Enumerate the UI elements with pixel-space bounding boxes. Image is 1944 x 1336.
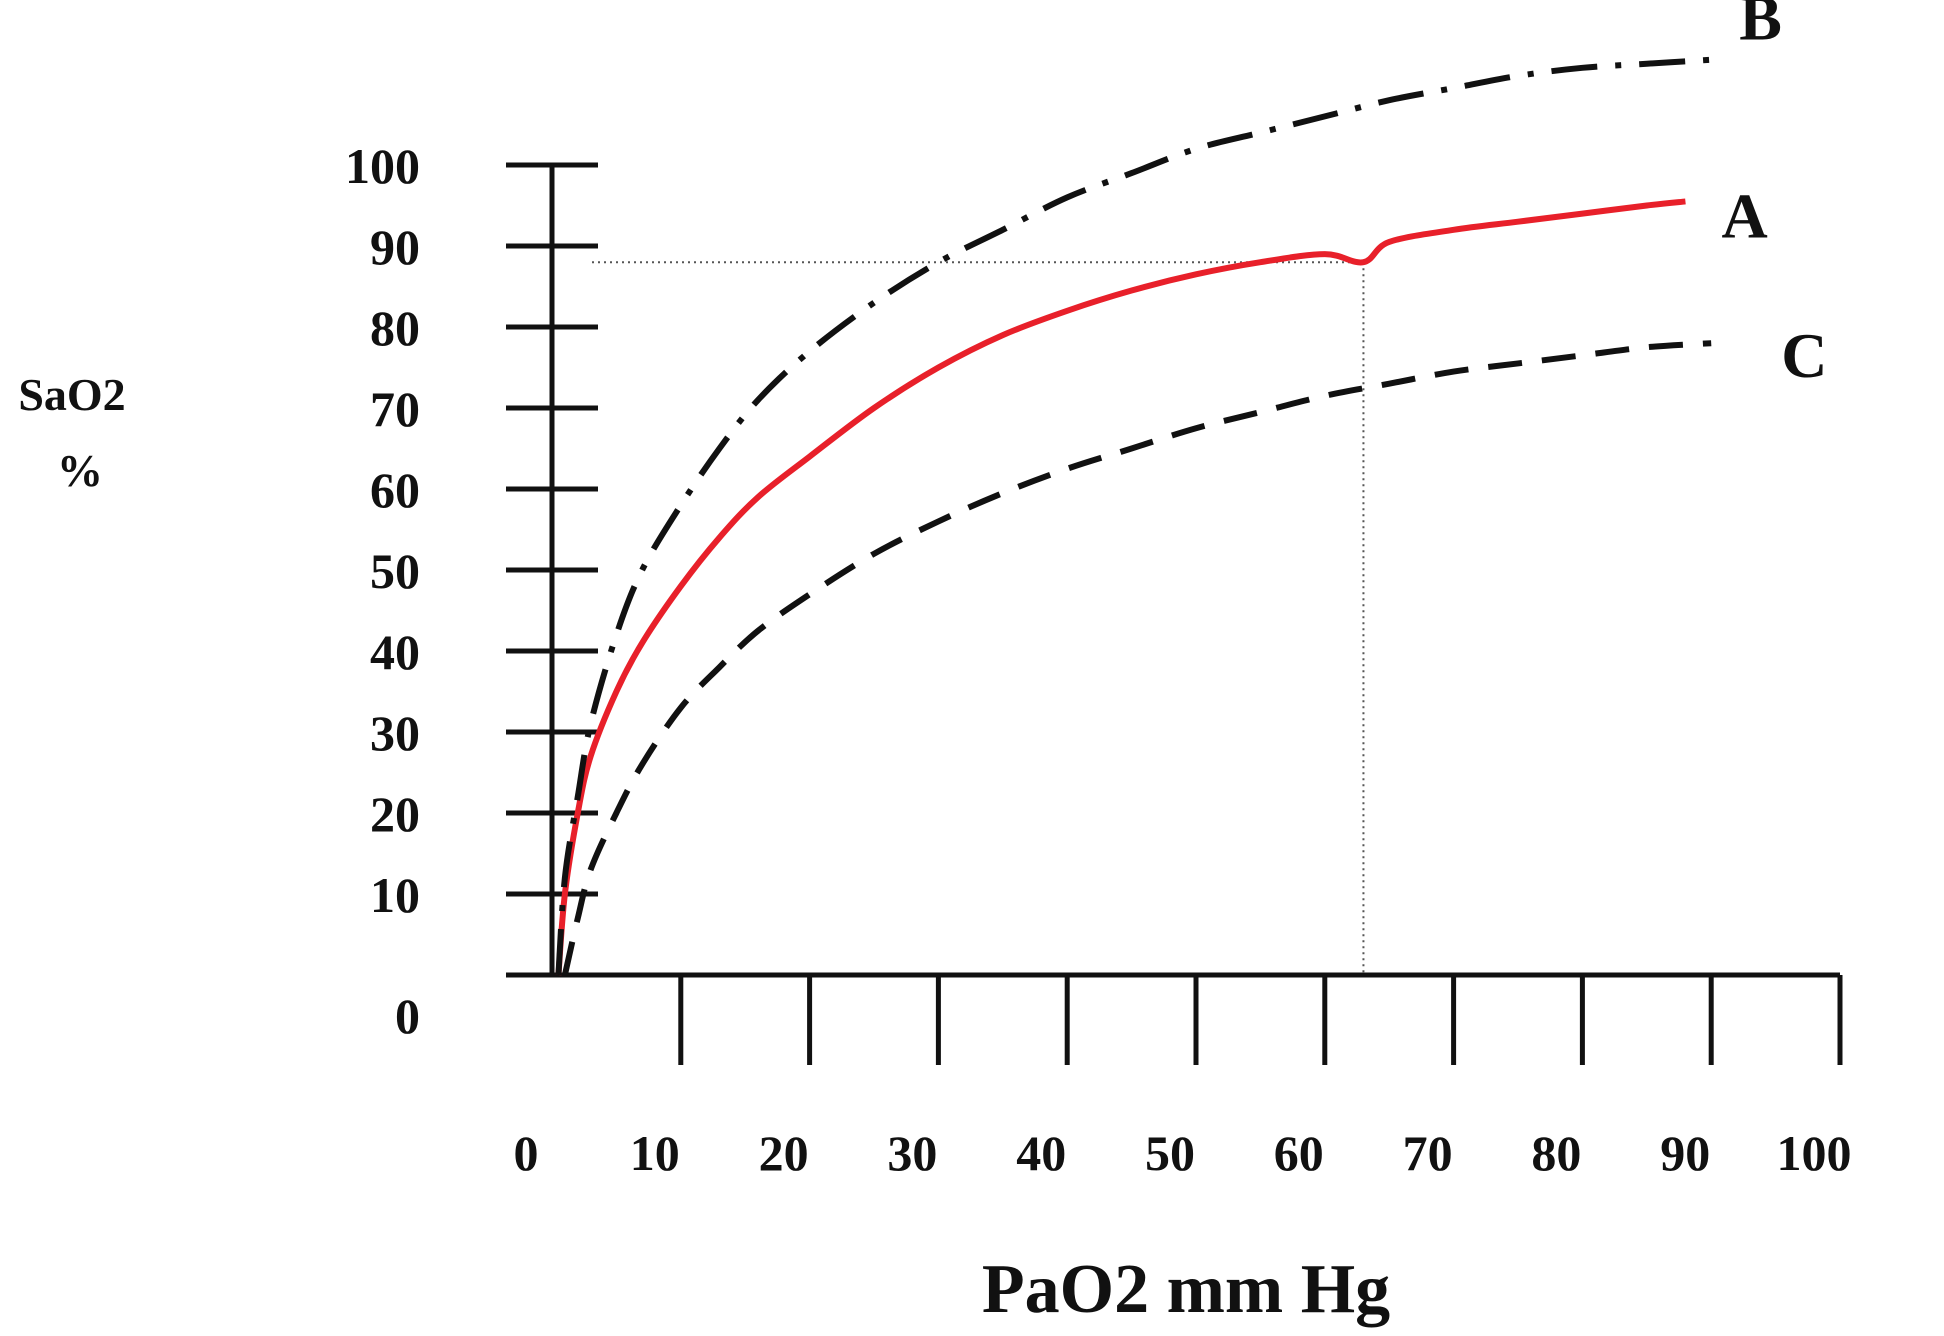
series-label-c: C xyxy=(1781,320,1827,391)
x-tick-label: 10 xyxy=(630,1125,680,1181)
curves xyxy=(555,56,1712,976)
series-label-a: A xyxy=(1721,180,1767,251)
y-axis-title: SaO2 xyxy=(18,369,125,420)
x-tick-label: 30 xyxy=(887,1125,937,1181)
reference-lines xyxy=(592,261,1365,975)
y-tick-label: 100 xyxy=(345,138,420,194)
axes xyxy=(506,162,1843,1065)
x-tick-label: 20 xyxy=(759,1125,809,1181)
x-tick-label: 60 xyxy=(1274,1125,1324,1181)
x-tick-label: 40 xyxy=(1016,1125,1066,1181)
y-axis-unit: % xyxy=(57,445,103,496)
x-tick-label: 100 xyxy=(1777,1125,1852,1181)
x-tick-label: 70 xyxy=(1403,1125,1453,1181)
series-line-a xyxy=(555,198,1686,976)
y-tick-label: 50 xyxy=(370,543,420,599)
y-tick-label: 40 xyxy=(370,624,420,680)
x-axis-title: PaO2 mm Hg xyxy=(982,1251,1390,1328)
series-line-c xyxy=(561,340,1712,976)
y-tick-label: 70 xyxy=(370,381,420,437)
x-tick-label: 90 xyxy=(1660,1125,1710,1181)
x-tick-label: 80 xyxy=(1531,1125,1581,1181)
series-line-b xyxy=(555,56,1712,976)
y-tick-label: 0 xyxy=(395,988,420,1044)
y-tick-label: 20 xyxy=(370,786,420,842)
y-tick-label: 60 xyxy=(370,462,420,518)
y-tick-label: 30 xyxy=(370,705,420,761)
x-tick-label: 0 xyxy=(514,1125,539,1181)
labels: 0 10 20 30 40 50 60 70 80 90 100 0 10 20 30 40 50 60 70 80 9… xyxy=(18,0,1851,1328)
y-tick-label: 80 xyxy=(370,300,420,356)
y-tick-label: 90 xyxy=(370,219,420,275)
y-tick-label: 10 xyxy=(370,867,420,923)
x-tick-label: 50 xyxy=(1145,1125,1195,1181)
series-label-b: B xyxy=(1739,0,1782,54)
